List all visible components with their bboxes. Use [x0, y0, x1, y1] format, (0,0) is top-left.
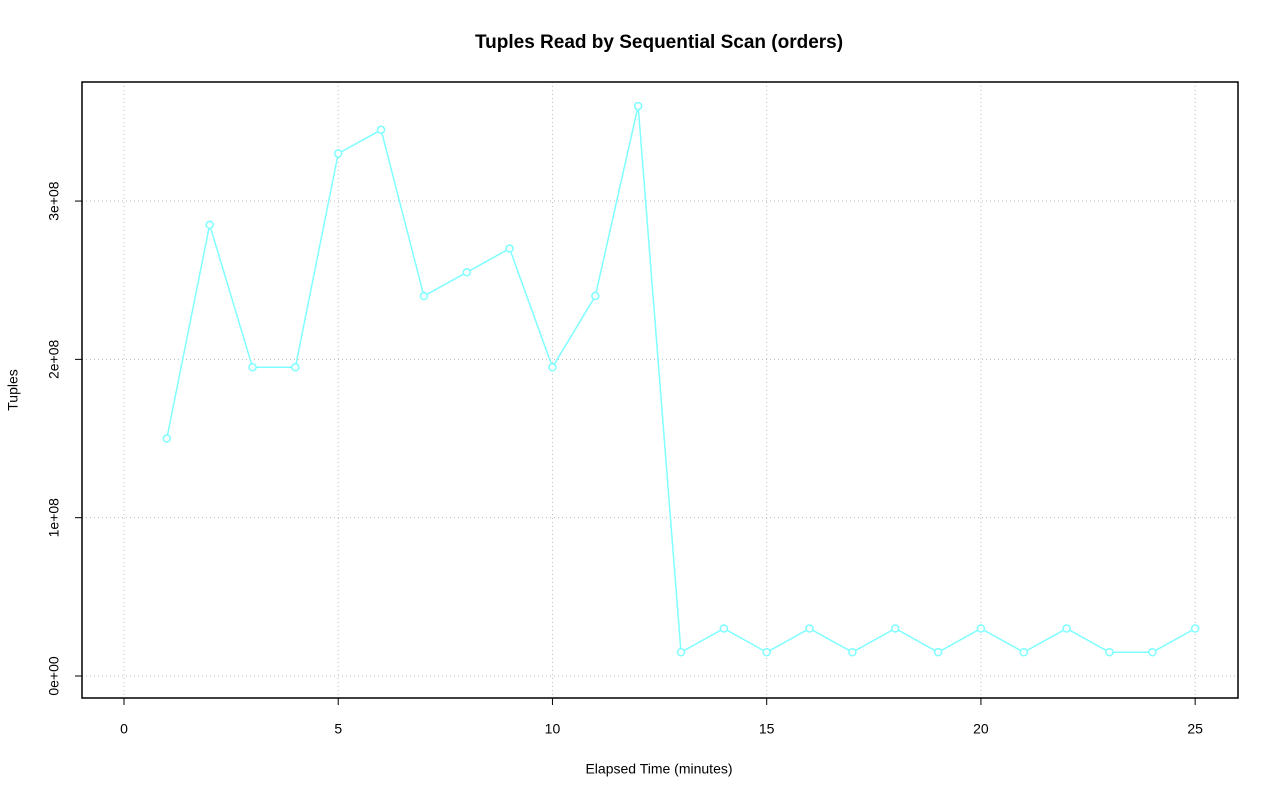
x-tick-label: 0: [120, 721, 128, 737]
data-point: [162, 434, 172, 443]
data-line: [166, 105, 1196, 654]
x-tick-label: 15: [759, 721, 775, 737]
data-point: [1062, 624, 1071, 633]
data-point: [1190, 624, 1200, 633]
data-point: [1148, 647, 1157, 657]
data-point: [976, 624, 986, 633]
y-tick-label: 0e+00: [46, 656, 62, 696]
data-point: [805, 624, 814, 633]
data-point: [462, 268, 472, 277]
x-tick-label: 10: [545, 721, 561, 737]
data-point: [419, 291, 429, 301]
plot-frame: [81, 81, 1239, 699]
data-point: [1105, 647, 1114, 657]
y-tick-label: 1e+08: [46, 498, 62, 538]
data-point: [505, 244, 514, 253]
data-point: [890, 624, 900, 633]
y-tick-label: 2e+08: [46, 339, 62, 379]
y-axis-label: Tuples: [5, 369, 21, 411]
data-point: [676, 647, 686, 657]
data-point: [333, 149, 343, 158]
data-point: [633, 101, 643, 111]
data-point: [376, 125, 386, 135]
y-tick-label: 3e+08: [46, 181, 62, 221]
data-point: [205, 220, 214, 230]
chart-title: Tuples Read by Sequential Scan (orders): [475, 32, 843, 53]
data-point: [248, 363, 257, 372]
data-point: [591, 291, 600, 301]
data-point: [719, 624, 729, 633]
data-point: [1019, 647, 1029, 657]
x-tick-label: 25: [1187, 721, 1203, 737]
x-tick-label: 20: [973, 721, 989, 737]
data-point: [548, 363, 557, 372]
x-axis-label: Elapsed Time (minutes): [585, 761, 732, 777]
data-point: [848, 647, 857, 657]
data-point: [291, 363, 300, 372]
data-point: [762, 647, 771, 657]
x-tick-label: 5: [334, 721, 342, 737]
data-point: [933, 647, 943, 657]
